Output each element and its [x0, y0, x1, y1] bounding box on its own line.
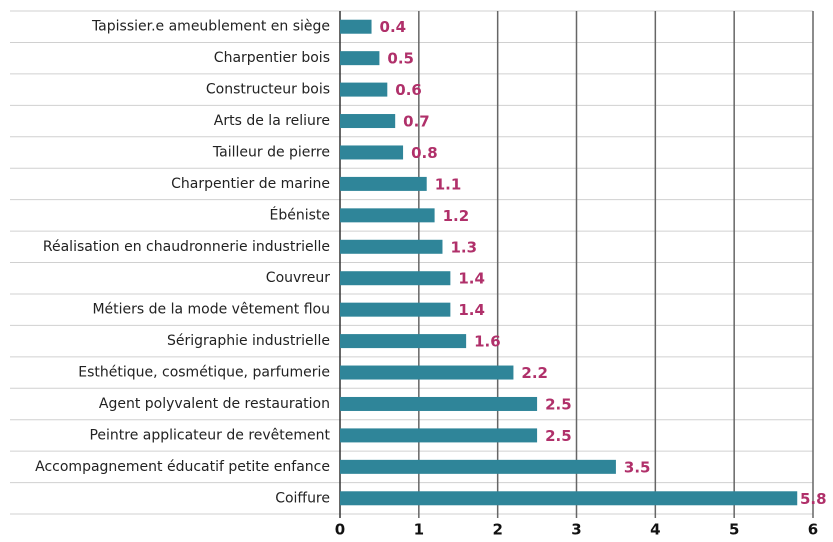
data-label: 1.1 [435, 175, 462, 193]
bar [340, 365, 514, 380]
data-label: 0.4 [380, 18, 407, 36]
y-tick-label: Arts de la reliure [214, 113, 330, 129]
bar [340, 19, 372, 34]
data-label: 5.8 [800, 490, 827, 508]
x-tick-label: 2 [492, 521, 502, 539]
data-label: 0.8 [411, 144, 438, 162]
bar [340, 114, 396, 129]
y-tick-label: Charpentier de marine [171, 176, 330, 192]
y-tick-label: Accompagnement éducatif petite enfance [35, 459, 330, 475]
data-label: 0.7 [403, 113, 430, 131]
y-tick-label: Réalisation en chaudronnerie industriell… [43, 239, 330, 255]
bar [340, 82, 388, 97]
x-tick-label: 6 [808, 521, 818, 539]
y-tick-label: Coiffure [275, 490, 330, 506]
bar [340, 459, 616, 474]
data-label: 1.3 [450, 238, 477, 256]
data-label: 1.6 [474, 333, 501, 351]
data-label: 2.5 [545, 395, 572, 413]
bar [340, 334, 467, 349]
data-label: 0.6 [395, 81, 422, 99]
x-tick-label: 1 [414, 521, 424, 539]
x-tick-label: 5 [729, 521, 739, 539]
x-tick-label: 3 [571, 521, 581, 539]
y-tick-label: Tailleur de pierre [212, 144, 330, 160]
y-tick-label: Couvreur [266, 270, 330, 286]
data-label: 3.5 [624, 458, 651, 476]
bar [340, 145, 404, 160]
data-label: 1.2 [443, 207, 470, 225]
data-label: 2.5 [545, 427, 572, 445]
y-tick-label: Peintre applicateur de revêtement [89, 427, 330, 443]
bar [340, 302, 451, 317]
bar [340, 176, 427, 191]
x-tick-label: 4 [650, 521, 660, 539]
y-tick-label: Agent polyvalent de restauration [99, 396, 330, 412]
y-tick-label: Tapissier.e ameublement en siège [91, 19, 330, 35]
bar [340, 428, 538, 443]
data-label: 1.4 [458, 301, 485, 319]
bar [340, 396, 538, 411]
y-tick-label: Constructeur bois [206, 82, 330, 98]
y-tick-label: Esthétique, cosmétique, parfumerie [78, 365, 330, 381]
y-tick-label: Ébéniste [269, 206, 330, 223]
data-label: 1.4 [458, 270, 485, 288]
bar [340, 208, 435, 223]
bar [340, 239, 443, 254]
y-tick-label: Sérigraphie industrielle [167, 333, 330, 349]
bar [340, 271, 451, 286]
y-tick-label: Charpentier bois [214, 50, 330, 66]
y-tick-label: Métiers de la mode vêtement flou [92, 302, 330, 318]
bar [340, 51, 380, 66]
data-label: 2.2 [521, 364, 548, 382]
x-tick-label: 0 [335, 521, 345, 539]
data-label: 0.5 [387, 50, 414, 68]
bar [340, 491, 798, 506]
